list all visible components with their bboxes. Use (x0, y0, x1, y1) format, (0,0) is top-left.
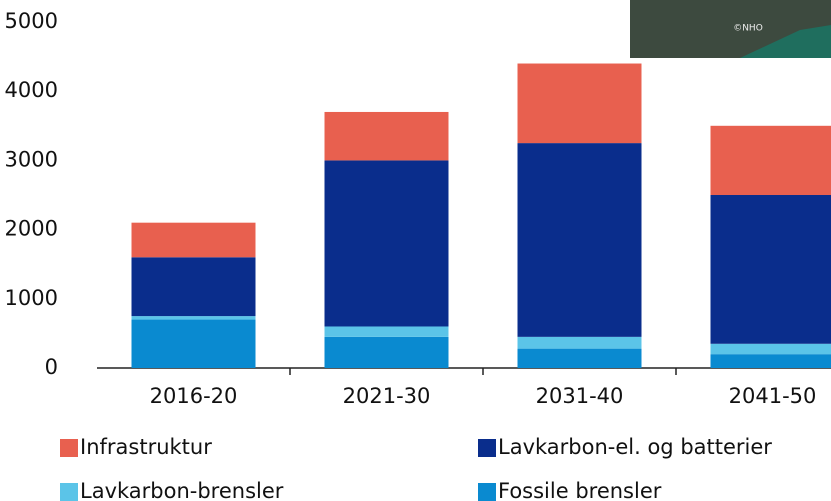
bar-segment (711, 354, 831, 368)
bar-segment (132, 316, 256, 319)
legend-label: Fossile brensler (498, 479, 662, 501)
bar-segment (132, 223, 256, 258)
y-tick-label: 5000 (5, 9, 58, 33)
bar-segment (325, 337, 449, 368)
y-tick-label: 0 (45, 355, 58, 379)
bar-segment (518, 143, 642, 337)
bar-segment (518, 349, 642, 368)
chart: ©NHO 0 1000 2000 3000 4000 5000 2016-20 2021-30… (0, 0, 831, 501)
y-tick-label: 2000 (5, 217, 58, 241)
legend-label: Lavkarbon-el. og batterier (498, 435, 772, 459)
bar-segment (518, 337, 642, 349)
bar-segment (518, 64, 642, 144)
legend-label: Lavkarbon-brensler (80, 479, 284, 501)
x-tick-label: 2021-30 (343, 384, 431, 408)
y-tick-label: 4000 (5, 78, 58, 102)
bar-segment (325, 160, 449, 326)
bar-segment (132, 320, 256, 368)
image-credit: ©NHO (733, 24, 763, 34)
y-tick-label: 3000 (5, 147, 58, 171)
x-tick-label: 2041-50 (729, 384, 817, 408)
y-tick-label: 1000 (5, 286, 58, 310)
x-tick-label: 2031-40 (536, 384, 624, 408)
bar-segment (711, 126, 831, 195)
bar-segment (711, 195, 831, 344)
x-tick-label: 2016-20 (150, 384, 238, 408)
bar-segment (325, 326, 449, 336)
bar-segment (132, 257, 256, 316)
legend-swatch (478, 483, 496, 501)
bar-segment (711, 344, 831, 354)
legend-swatch (478, 439, 496, 457)
legend-swatch (60, 439, 78, 457)
bar-segment (325, 112, 449, 160)
legend-swatch (60, 483, 78, 501)
legend-label: Infrastruktur (80, 435, 212, 459)
